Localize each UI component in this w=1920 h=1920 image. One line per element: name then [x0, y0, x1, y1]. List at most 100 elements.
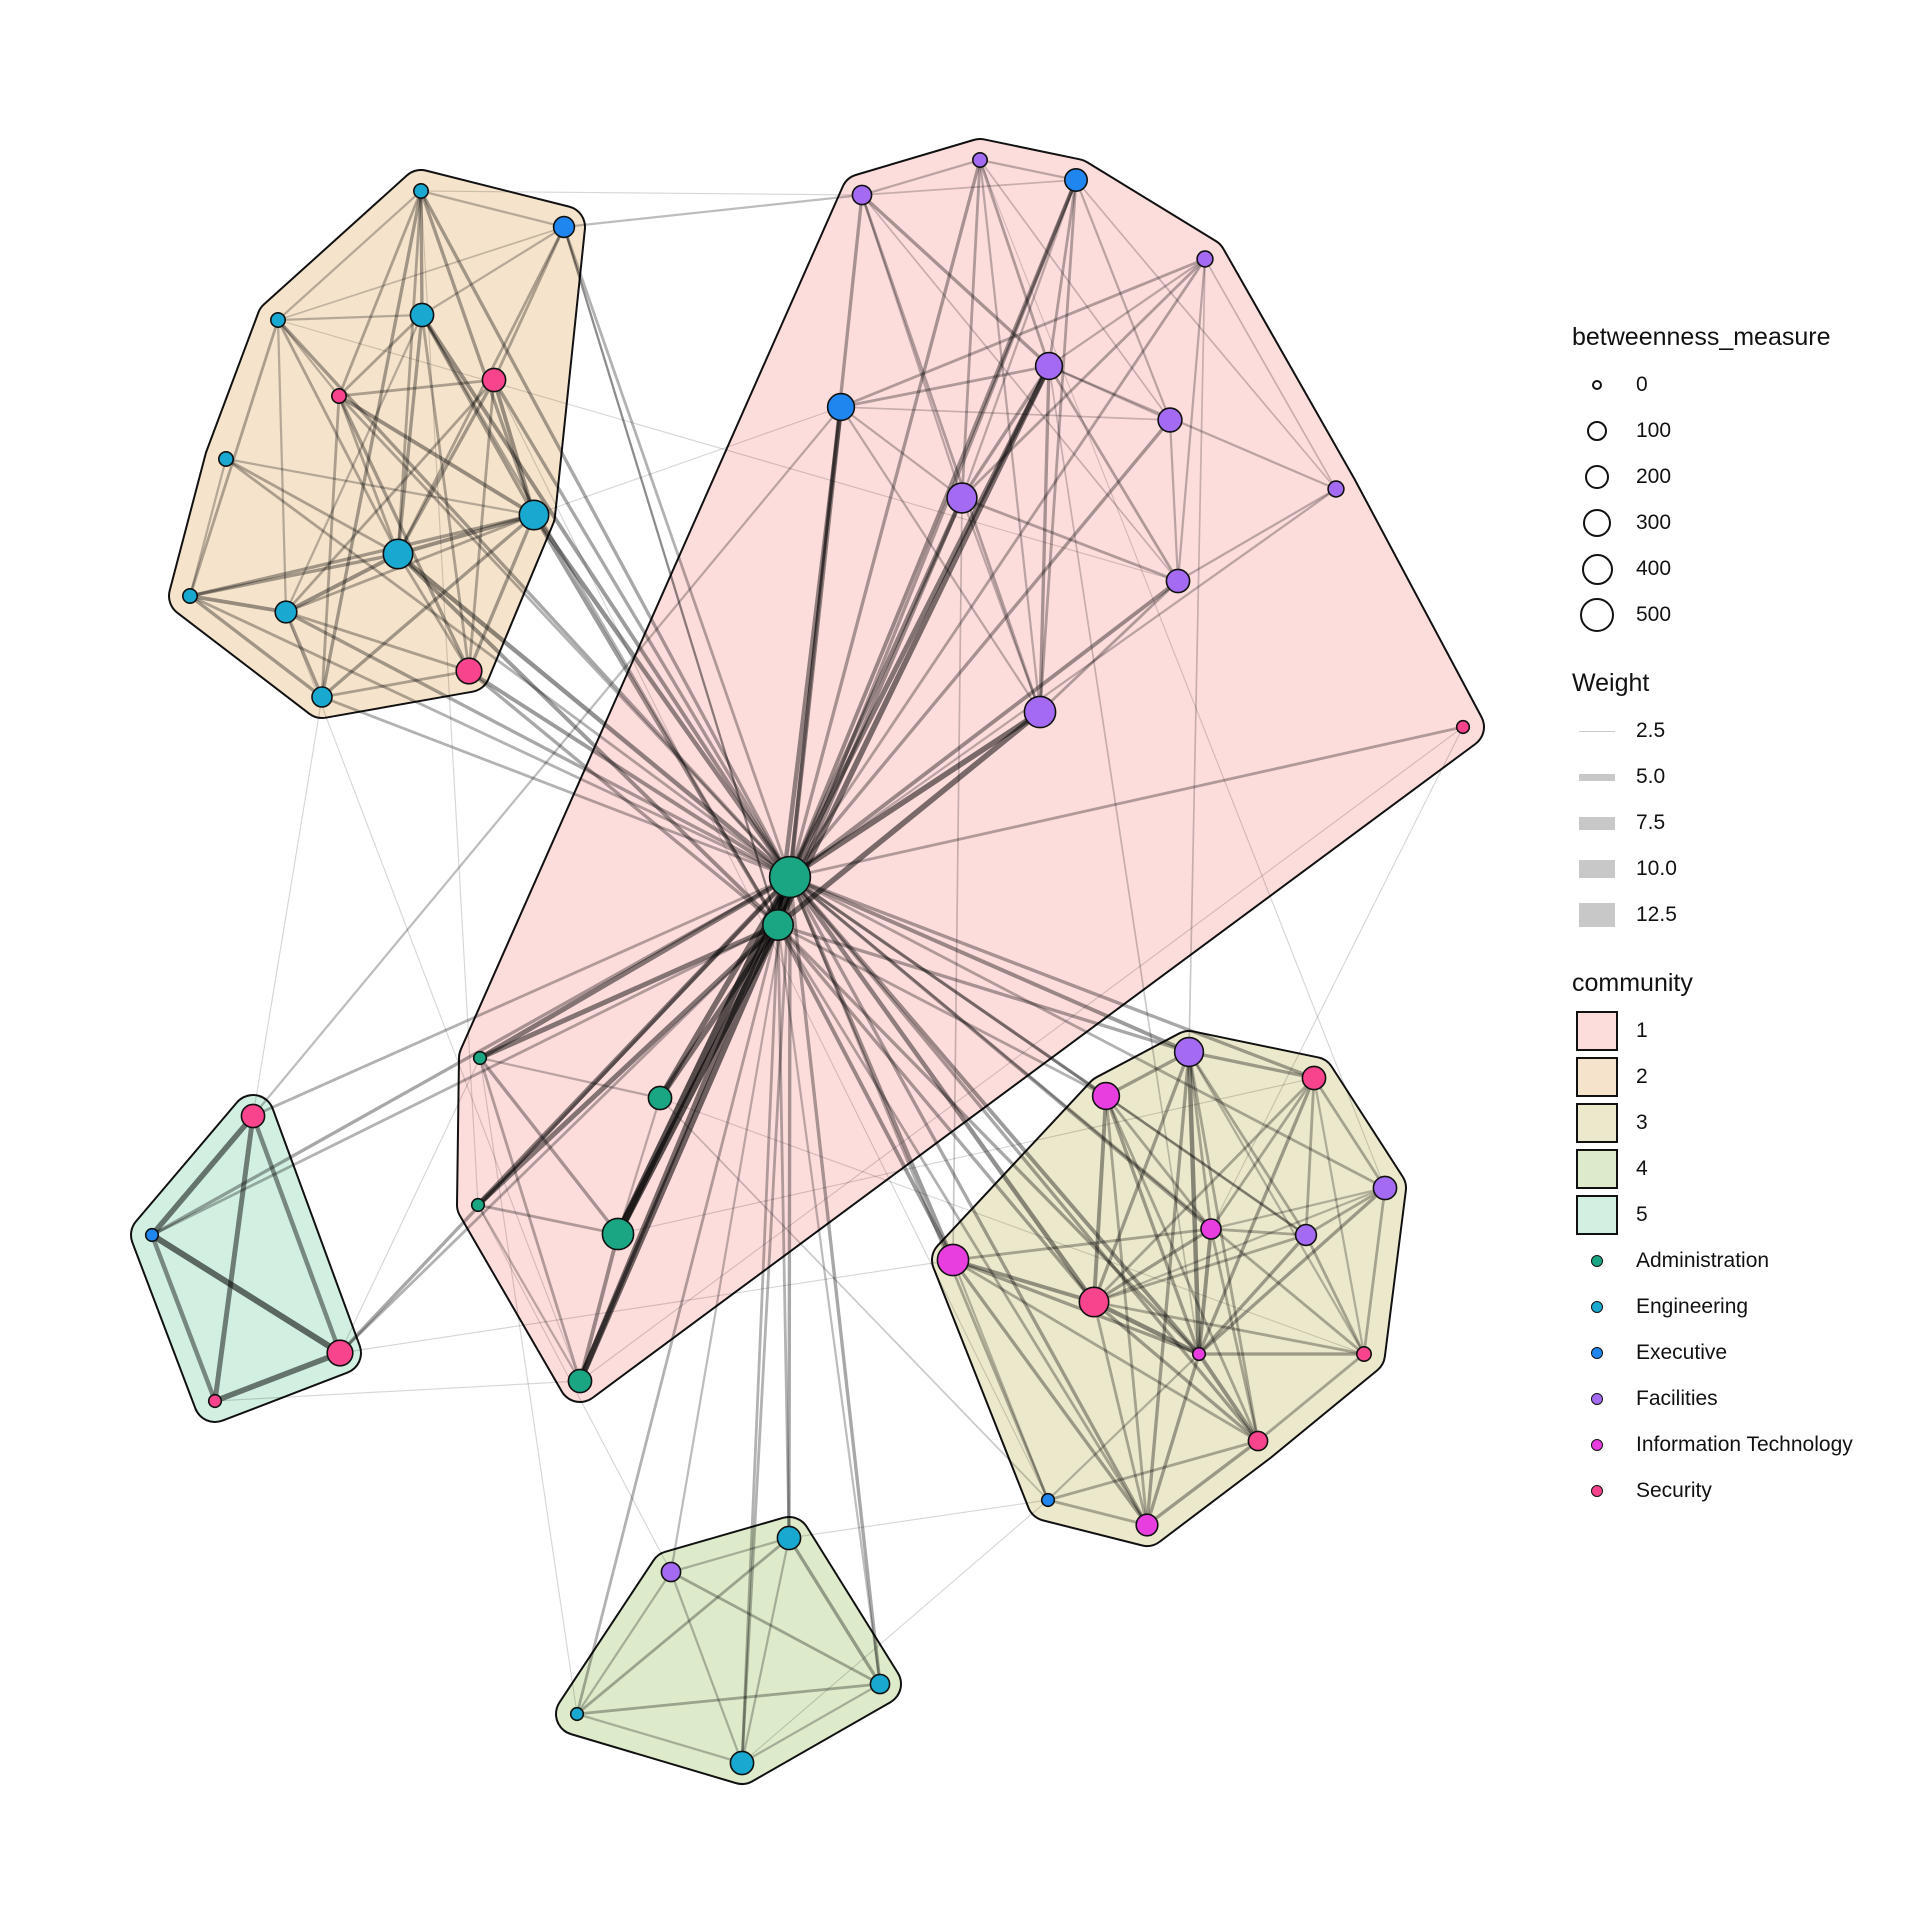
legend-size-section: betweenness_measure 0 100 200 300 400 [1572, 320, 1892, 638]
edge [285, 611, 581, 1382]
legend-size-label: 200 [1636, 465, 1672, 488]
node-engineering [382, 538, 414, 570]
node-administration [601, 1217, 635, 1251]
edge [1046, 1498, 1149, 1527]
edge [396, 225, 566, 556]
edge [1104, 1094, 1149, 1527]
edge [284, 610, 792, 879]
edge [1145, 1439, 1260, 1527]
node-information-technology [1091, 1081, 1121, 1111]
edge [476, 1203, 582, 1383]
edge [188, 594, 288, 614]
edge [419, 189, 536, 517]
edge [479, 1057, 578, 1715]
edge [1092, 1300, 1260, 1443]
edge [1209, 1186, 1387, 1231]
edge [1104, 1050, 1191, 1098]
edge [1145, 1352, 1201, 1527]
edge [669, 875, 792, 1574]
edge [575, 1570, 673, 1716]
node-information-technology [1191, 1346, 1207, 1362]
edge [1038, 579, 1180, 714]
edge [396, 189, 423, 556]
community-3-hull [933, 1032, 1405, 1545]
edge [575, 875, 792, 1716]
legend-department-item: Administration [1572, 1238, 1892, 1284]
legend-community-label: 4 [1636, 1157, 1648, 1180]
edge [951, 1258, 1050, 1502]
legend-weight-item: 7.5 [1572, 800, 1892, 846]
node-engineering [182, 587, 199, 604]
edge [337, 378, 496, 398]
edge [788, 875, 1316, 1080]
edge [860, 193, 964, 500]
edge [951, 1227, 1213, 1262]
edge [788, 158, 982, 879]
edge [776, 923, 1149, 1527]
edge [531, 512, 793, 880]
size-key-circle [1592, 380, 1602, 390]
node-engineering [776, 1525, 802, 1551]
edge [960, 364, 1051, 500]
legend-weight-item: 12.5 [1572, 892, 1892, 938]
edge [669, 1570, 882, 1686]
legend-community-label: 2 [1636, 1065, 1648, 1088]
edge [951, 1258, 1149, 1527]
node-facilities [1294, 1223, 1318, 1247]
legend-community-section: community 1 2 3 4 5 [1572, 966, 1892, 1514]
edge [740, 923, 780, 1765]
weight-key-line [1579, 730, 1615, 732]
edge [476, 1203, 620, 1236]
edge [1104, 1094, 1260, 1443]
edge [276, 313, 424, 322]
weight-key-line [1579, 903, 1615, 927]
edge [420, 190, 479, 1206]
edge [150, 875, 792, 1237]
edge [1104, 1094, 1201, 1356]
edge [467, 513, 536, 673]
edge [1312, 1076, 1387, 1190]
edge [1256, 1352, 1366, 1443]
edge [1210, 726, 1464, 1230]
edge [1092, 1233, 1308, 1304]
edge [1047, 364, 1338, 491]
legend-weight-label: 5.0 [1636, 765, 1666, 788]
node-facilities [1173, 1036, 1205, 1068]
edge [861, 194, 1179, 582]
edge [1197, 1076, 1316, 1356]
edge [420, 190, 863, 196]
edge [212, 1113, 256, 1404]
edge [860, 193, 1042, 714]
edge [740, 1536, 791, 1765]
edge [788, 418, 1172, 879]
edge [978, 158, 1051, 368]
edge [952, 497, 963, 1261]
community-1-swatch [1576, 1011, 1618, 1051]
edge [338, 923, 780, 1355]
edge [467, 669, 780, 927]
node-security [326, 1339, 354, 1367]
legend-community-label: 3 [1636, 1111, 1648, 1134]
edge [1038, 178, 1078, 714]
edge [775, 363, 1052, 928]
edge [277, 319, 1179, 582]
edge [1197, 1186, 1387, 1356]
legend-department-label: Administration [1636, 1249, 1770, 1272]
edge [188, 594, 792, 879]
edge [1304, 1076, 1316, 1237]
legend-community-title: community [1572, 969, 1693, 997]
legend-size-label: 400 [1636, 557, 1672, 580]
community-3-swatch [1576, 1103, 1618, 1143]
edge [1092, 1300, 1366, 1356]
edge [492, 378, 536, 517]
edge [1048, 365, 1200, 1355]
edge [224, 457, 792, 879]
edge [669, 1570, 744, 1765]
security-dot-icon [1591, 1485, 1603, 1497]
edge [214, 1380, 581, 1402]
edge [251, 875, 792, 1118]
edge [320, 394, 341, 699]
edge [776, 923, 1201, 1356]
edge [284, 313, 424, 614]
edge [149, 1113, 256, 1238]
